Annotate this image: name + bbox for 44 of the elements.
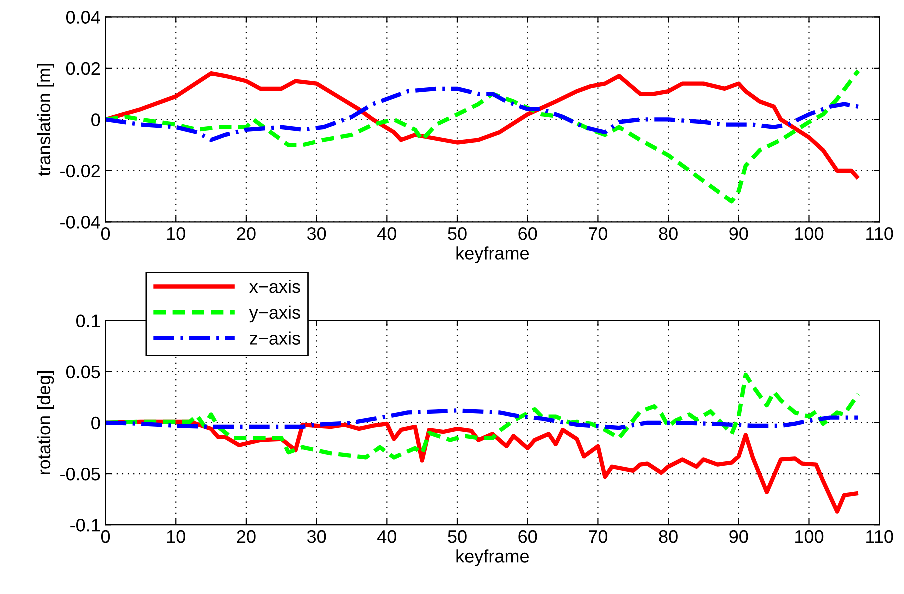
x-axis-title: keyframe [456, 550, 530, 566]
y-tick-label: -0.02 [60, 164, 100, 178]
x-tick-label: 20 [237, 227, 256, 240]
x-tick-label: 60 [518, 530, 538, 544]
x-tick-label: 110 [866, 530, 894, 544]
legend-label: x−axis [250, 280, 300, 294]
y-tick-label: -0.05 [60, 468, 100, 481]
line-series [106, 71, 861, 181]
x-tick-label: 60 [518, 227, 538, 240]
x-tick-label: 70 [589, 530, 608, 544]
x-tick-label: 50 [448, 227, 467, 240]
y-axis-title: translation [m] [37, 64, 54, 176]
x-tick-label: 90 [730, 227, 748, 240]
legend-label: y−axis [249, 306, 300, 323]
y-tick-label: 0 [92, 416, 100, 430]
legend-label: z−axis [250, 332, 300, 345]
x-tick-label: 100 [796, 227, 824, 240]
x-tick-label: 80 [659, 530, 678, 544]
x-tick-label: 40 [378, 227, 396, 240]
y-tick-label: 0 [92, 114, 100, 126]
x-tick-label: 90 [730, 530, 748, 544]
y-tick-label: 0.04 [66, 11, 100, 24]
y-tick-label: -0.1 [70, 519, 100, 532]
x-tick-label: 40 [378, 530, 396, 544]
y-tick-label: 0.1 [76, 314, 100, 328]
x-axis-title: keyframe [456, 246, 530, 264]
y-tick-label: 0.02 [66, 62, 100, 76]
x-tick-label: 0 [101, 227, 110, 240]
line-series [106, 86, 861, 142]
x-tick-label: 80 [659, 227, 678, 240]
y-tick-label: 0.05 [66, 366, 100, 379]
x-tick-label: 100 [796, 530, 824, 544]
line-series [106, 68, 861, 204]
x-tick-label: 0 [101, 530, 110, 544]
y-tick-label: -0.04 [60, 216, 100, 229]
x-tick-label: 30 [307, 227, 326, 240]
x-tick-label: 10 [167, 530, 186, 544]
x-tick-label: 10 [167, 227, 186, 240]
y-axis-title: rotation [deg] [37, 372, 54, 474]
x-tick-label: 30 [307, 530, 326, 544]
x-tick-label: 50 [448, 530, 467, 544]
x-tick-label: 70 [589, 227, 608, 240]
x-tick-label: 20 [237, 530, 256, 544]
x-tick-label: 110 [866, 227, 894, 240]
